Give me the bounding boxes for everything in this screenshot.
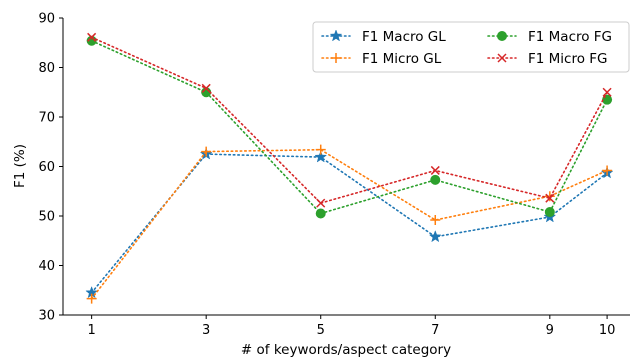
data-point	[430, 214, 441, 225]
data-point	[602, 87, 612, 97]
legend-label: F1 Macro GL	[362, 29, 446, 45]
x-tick-label: 3	[202, 323, 210, 338]
series-line	[90, 153, 608, 294]
series-f1-micro-fg	[87, 32, 612, 208]
y-tick-label: 80	[38, 61, 55, 76]
legend-item: F1 Macro GL	[321, 29, 446, 45]
y-tick-label: 70	[38, 111, 55, 126]
legend-frame	[312, 21, 630, 73]
y-tick-label: 60	[38, 160, 55, 175]
legend-item: F1 Micro FG	[487, 51, 608, 67]
x-tick-label: 5	[317, 323, 325, 338]
legend-swatch-marker	[497, 31, 507, 41]
legend-label: F1 Macro FG	[528, 29, 612, 45]
data-point	[544, 207, 555, 218]
series-layer	[85, 32, 614, 304]
legend-swatch-marker	[331, 53, 341, 63]
y-axis-label: F1 (%)	[12, 144, 28, 188]
y-tick-label: 50	[38, 210, 55, 225]
series-line	[90, 39, 608, 215]
data-point	[315, 208, 326, 219]
data-point	[430, 165, 440, 175]
x-axis-label: # of keywords/aspect category	[241, 342, 451, 358]
data-point	[201, 83, 211, 93]
legend-label: F1 Micro FG	[528, 51, 608, 67]
y-ticks: 30 40 50 60 70 80 90	[38, 12, 63, 324]
data-point	[428, 230, 442, 243]
legend-swatch-marker	[329, 29, 343, 42]
series-line	[90, 148, 608, 300]
data-point	[87, 32, 97, 42]
data-point	[602, 165, 613, 176]
data-point	[314, 150, 328, 163]
data-point	[544, 191, 555, 202]
legend-swatch-marker	[497, 53, 507, 63]
legend-item: F1 Macro FG	[487, 29, 612, 45]
x-tick-label: 9	[546, 323, 554, 338]
series-line	[90, 36, 608, 204]
data-point	[86, 293, 97, 304]
x-tick-label: 10	[599, 323, 616, 338]
data-point	[316, 198, 326, 208]
x-ticks: 1 3 5 7 9 10	[87, 315, 615, 338]
y-tick-label: 30	[38, 309, 55, 324]
data-point	[86, 35, 97, 46]
legend-item: F1 Micro GL	[321, 51, 442, 67]
y-tick-label: 90	[38, 12, 55, 27]
series-f1-macro-gl	[85, 147, 614, 299]
data-point	[315, 144, 326, 155]
series-f1-macro-fg	[86, 35, 613, 219]
y-tick-label: 40	[38, 259, 55, 274]
data-point	[545, 193, 555, 203]
legend-label: F1 Micro GL	[362, 51, 442, 67]
data-point	[201, 146, 212, 157]
x-tick-label: 7	[431, 323, 439, 338]
data-point	[430, 174, 441, 185]
series-f1-micro-gl	[86, 144, 613, 304]
x-tick-label: 1	[87, 323, 95, 338]
legend: F1 Macro GL F1 Micro GL F1 Macro FG F1 Micr…	[312, 21, 630, 73]
